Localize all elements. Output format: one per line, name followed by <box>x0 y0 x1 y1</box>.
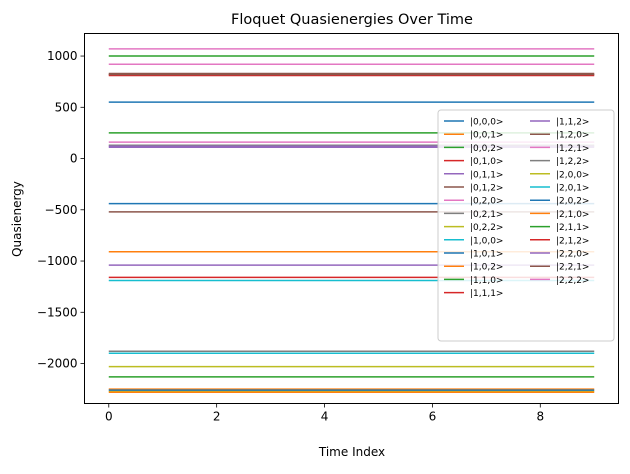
legend-label-17: |1,2,2> <box>556 157 589 167</box>
y-tick-label: −1500 <box>37 305 78 319</box>
legend-label-4: |0,1,1> <box>470 170 503 180</box>
legend-label-25: |2,2,1> <box>556 263 589 273</box>
x-axis-ticks: 0 2 4 6 8 <box>105 403 544 424</box>
legend-label-9: |1,0,0> <box>470 236 503 246</box>
x-tick-label: 6 <box>429 410 437 424</box>
legend-label-21: |2,1,0> <box>556 210 589 220</box>
legend-label-1: |0,0,1> <box>470 131 503 141</box>
legend-label-5: |0,1,2> <box>470 184 503 194</box>
plot-frame <box>84 33 619 404</box>
y-tick-label: −1000 <box>37 254 78 268</box>
legend-label-13: |1,1,1> <box>470 289 503 299</box>
y-axis-ticks: 1000 500 0 −500 −1000 −1500 −2000 <box>37 49 85 371</box>
legend-box <box>437 109 615 342</box>
y-tick-label: −2000 <box>37 357 78 371</box>
x-tick-label: 0 <box>105 410 113 424</box>
legend-label-26: |2,2,2> <box>556 276 589 286</box>
legend: |0,0,0> |0,0,1> |0,0,2> |0,1,0> |0,1,1> |0,1,… <box>437 109 615 342</box>
y-tick-label: 0 <box>70 152 78 166</box>
legend-label-18: |2,0,0> <box>556 170 589 180</box>
legend-label-24: |2,2,0> <box>556 250 589 260</box>
legend-label-7: |0,2,1> <box>470 210 503 220</box>
x-tick-label: 4 <box>321 410 329 424</box>
legend-label-3: |0,1,0> <box>470 157 503 167</box>
legend-label-10: |1,0,1> <box>470 250 503 260</box>
legend-label-2: |0,0,2> <box>470 144 503 154</box>
legend-label-23: |2,1,2> <box>556 236 589 246</box>
legend-label-6: |0,2,0> <box>470 197 503 207</box>
legend-label-22: |2,1,1> <box>556 223 589 233</box>
x-tick-label: 8 <box>536 410 544 424</box>
legend-label-19: |2,0,1> <box>556 184 589 194</box>
chart-title: Floquet Quasienergies Over Time <box>231 12 473 28</box>
legend-label-12: |1,1,0> <box>470 276 503 286</box>
y-axis-label: Quasienergy <box>10 181 24 257</box>
legend-label-0: |0,0,0> <box>470 118 503 128</box>
y-tick-label: 1000 <box>47 49 78 63</box>
legend-label-16: |1,2,1> <box>556 144 589 154</box>
x-tick-label: 2 <box>213 410 221 424</box>
legend-label-8: |0,2,2> <box>470 223 503 233</box>
legend-label-11: |1,0,2> <box>470 263 503 273</box>
y-tick-label: 500 <box>55 100 78 114</box>
legend-label-20: |2,0,2> <box>556 197 589 207</box>
legend-label-15: |1,2,0> <box>556 131 589 141</box>
x-axis-label: Time Index <box>318 445 385 459</box>
legend-label-14: |1,1,2> <box>556 118 589 128</box>
y-tick-label: −500 <box>45 203 78 217</box>
